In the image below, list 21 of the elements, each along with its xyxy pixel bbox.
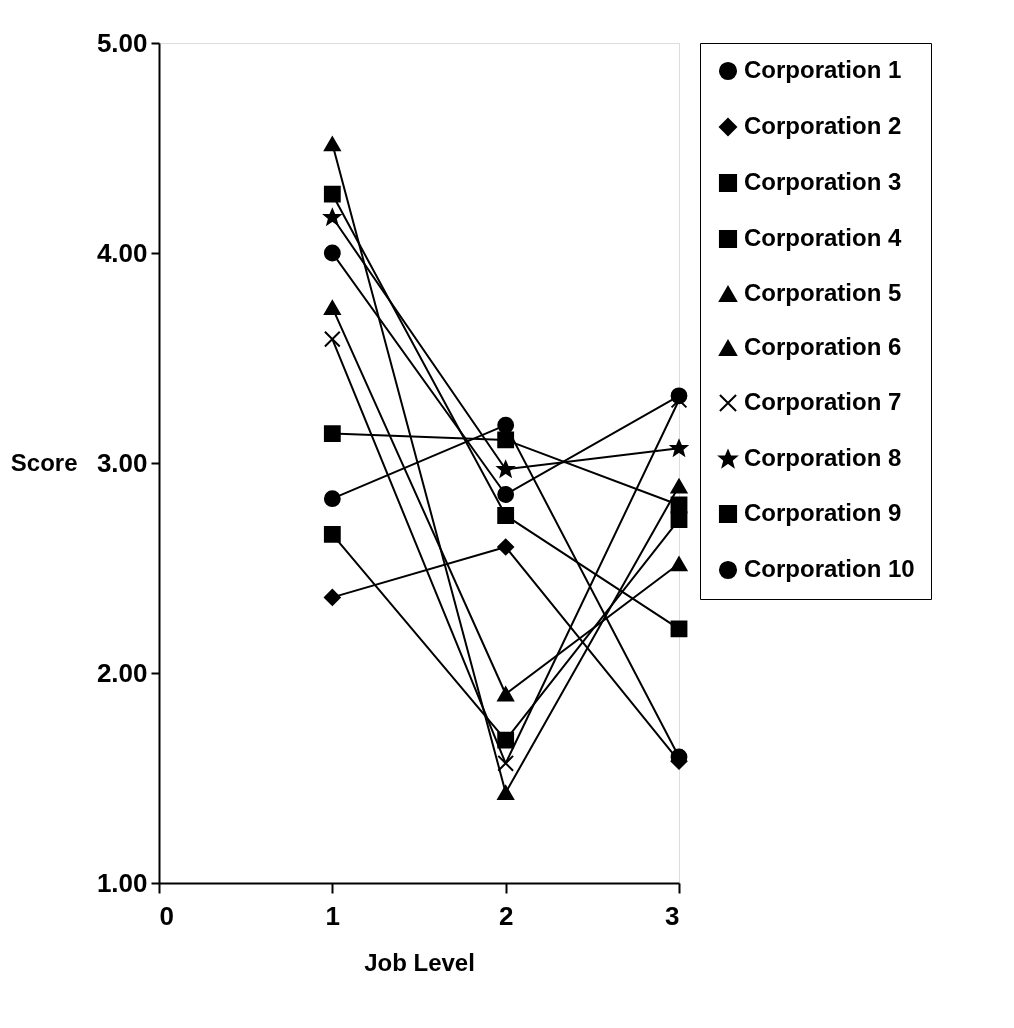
legend-label: Corporation 5 — [744, 279, 902, 306]
y-tick-label: 4.00 — [96, 237, 148, 268]
legend-label: Corporation 8 — [744, 444, 902, 471]
legend-label: Corporation 9 — [744, 499, 902, 526]
legend-label: Corporation 10 — [744, 555, 915, 582]
y-axis-title: Score — [10, 448, 78, 476]
legend-label: Corporation 4 — [744, 224, 902, 251]
x-tick-label: 3 — [665, 900, 680, 931]
x-tick-label: 2 — [498, 900, 514, 931]
legend-label: Corporation 1 — [744, 56, 902, 83]
x-tick-label: 1 — [325, 900, 341, 931]
legend-label: Corporation 6 — [744, 333, 902, 360]
y-tick-label: 2.00 — [96, 657, 148, 688]
x-axis-title: Job Level — [364, 948, 475, 976]
legend-label: Corporation 2 — [744, 112, 902, 139]
legend-label: Corporation 3 — [744, 168, 902, 195]
legend-label: Corporation 7 — [744, 388, 902, 415]
y-tick-label: 3.00 — [96, 447, 148, 478]
y-tick-label: 1.00 — [96, 867, 148, 898]
y-tick-label: 5.00 — [96, 27, 148, 58]
x-tick-label: 0 — [159, 900, 174, 931]
